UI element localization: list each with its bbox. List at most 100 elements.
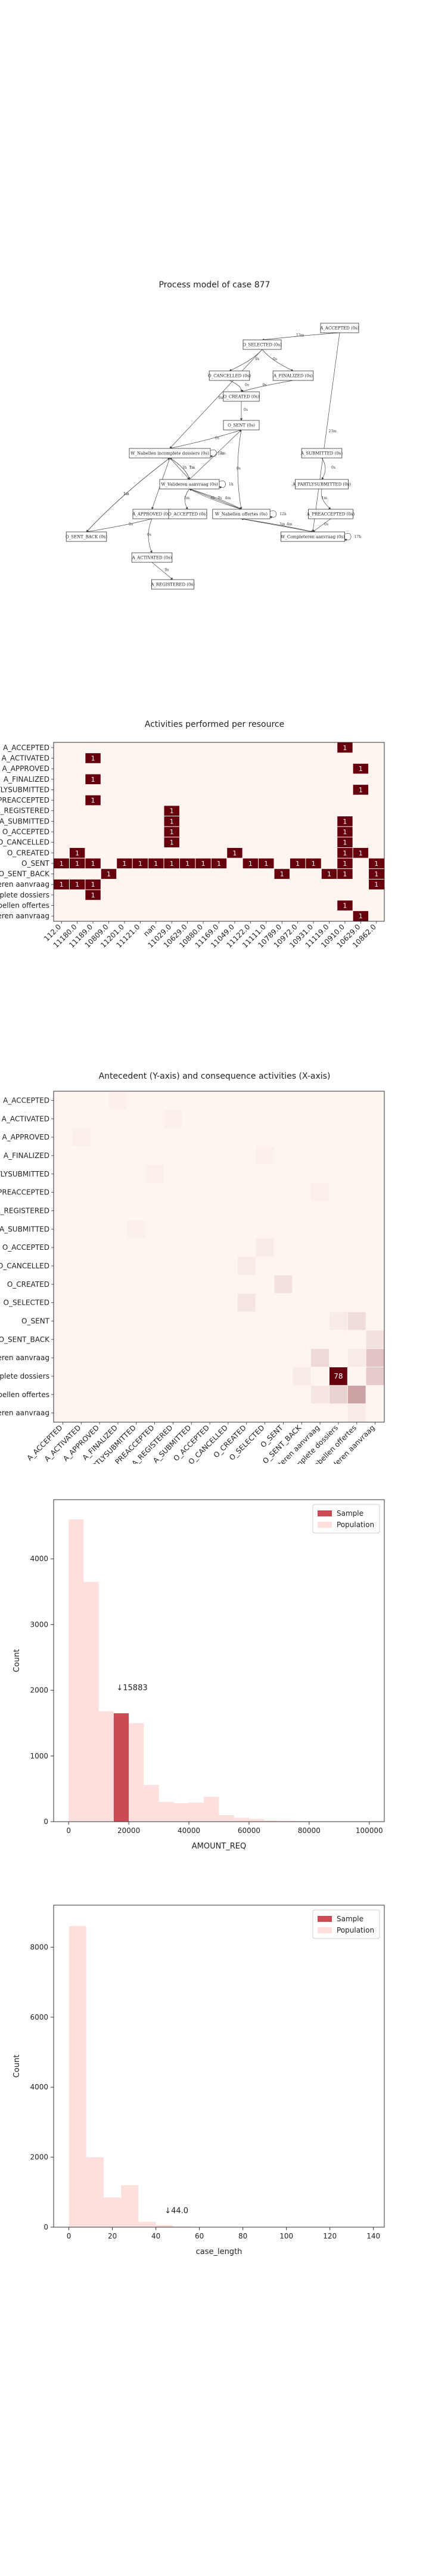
heatmap-cell <box>337 837 353 847</box>
heatmap-cell-value: 1 <box>75 860 79 868</box>
process-node-label: A_FINALIZED (0s) <box>273 374 313 379</box>
process-edge-label: 9m <box>219 396 225 400</box>
process-edge-label: 13m <box>296 333 304 338</box>
y-tick-label: 0 <box>43 2223 48 2231</box>
sample-annotation: ↓15883 <box>116 1684 147 1693</box>
heatmap-cell-value: 1 <box>91 754 95 762</box>
heatmap-cell <box>69 858 85 869</box>
process-node-a_accepted: A_ACCEPTED (0s) <box>319 323 359 333</box>
case-length-histogram: 0 20 40 60 80 100 120 140 0 2000 4000 6000 8000 case_… <box>13 1905 385 2256</box>
heatmap-cell <box>369 879 384 890</box>
legend-label: Population <box>337 1521 374 1529</box>
histogram-bar-population <box>103 2197 122 2227</box>
process-edge: 12h <box>269 510 287 519</box>
process-node-label: O_CREATED (0s) <box>223 395 260 400</box>
process-node-o_created: O_CREATED (0s) <box>223 391 260 402</box>
heatmap-row-label: O_CANCELLED <box>0 838 49 847</box>
x-tick-label: 60000 <box>238 1826 260 1835</box>
x-tick-label: 0 <box>66 1826 71 1835</box>
process-edge-label: 0s <box>263 383 267 388</box>
heatmap-background <box>54 1091 384 1422</box>
y-tick-label: 2000 <box>30 1686 48 1695</box>
process-edge-label: 23m <box>329 429 337 434</box>
process-edge: 0s <box>86 518 153 533</box>
heatmap-row-label: A_PARTLYSUBMITTED <box>0 1170 49 1178</box>
y-tick-label: 4000 <box>30 1555 48 1563</box>
x-tick-label: 40000 <box>178 1826 200 1835</box>
heatmap-cell <box>179 858 195 869</box>
heatmap-cell <box>274 1275 293 1293</box>
heatmap-cell <box>369 858 384 869</box>
heatmap-cell <box>369 869 384 879</box>
heatmap-row-label: O_SENT_BACK <box>0 1335 50 1343</box>
heatmap-cell <box>127 1220 145 1239</box>
histogram-bar-population <box>144 1785 159 1822</box>
process-node-label: O_ACCEPTED (0s) <box>168 512 207 517</box>
heatmap-cell-value: 1 <box>296 860 300 868</box>
heatmap-cell-value: 1 <box>91 881 95 888</box>
heatmap-cell <box>117 858 132 869</box>
process-edge-label: 1m <box>184 496 190 500</box>
y-tick-label: 0 <box>43 1818 48 1826</box>
heatmap-cell-value: 78 <box>334 1372 343 1380</box>
sample-annotation: ↓44.0 <box>164 2207 188 2216</box>
heatmap-row-label: A_APPROVED <box>2 1133 50 1141</box>
heatmap-row-label: A_FINALIZED <box>4 775 49 784</box>
y-axis-label: Count <box>13 2055 21 2078</box>
process-edge: 17h <box>344 533 361 541</box>
process-edge-label: 1m <box>123 492 129 496</box>
heatmap-cell <box>164 826 179 837</box>
heatmap-cell <box>347 1385 366 1404</box>
heatmap-cell <box>366 1349 384 1367</box>
process-node-a_activated: A_ACTIVATED (0s) <box>132 552 173 563</box>
heatmap-cell <box>337 826 353 837</box>
heatmap-cell <box>85 753 101 763</box>
heatmap-cell-value: 1 <box>343 849 347 857</box>
heatmap-row-label: A_PREACCEPTED <box>0 796 49 804</box>
heatmap-cell <box>227 847 243 858</box>
heatmap-cell <box>311 1183 329 1202</box>
histogram-bar-population <box>129 1723 144 1822</box>
process-edge: 0s <box>241 380 294 393</box>
heatmap-cell <box>347 1404 366 1422</box>
heatmap-frame <box>53 1091 385 1423</box>
heatmap-row-label: A_SUBMITTED <box>0 817 49 825</box>
heatmap-cell <box>132 858 148 869</box>
process-node-label: W_Nabellen offertes (0s) <box>215 512 268 517</box>
heatmap-cell <box>311 1385 329 1404</box>
legend-swatch <box>318 1927 332 1933</box>
process-edge: 1m <box>321 488 331 510</box>
process-edge: 4m <box>241 518 313 532</box>
heatmap-row-label: W_Nabellen offertes <box>0 902 49 910</box>
process-edge: 1h <box>219 481 234 489</box>
histogram-bar-sample <box>113 1713 129 1822</box>
heatmap-row-label: W_Nabellen offertes <box>0 1391 49 1399</box>
histogram-bar-population <box>189 1803 204 1822</box>
heatmap-cell <box>321 869 337 879</box>
process-node-o_accepted: O_ACCEPTED (0s) <box>168 509 207 519</box>
histogram-bar-population <box>138 2222 156 2227</box>
y-tick-label: 2000 <box>30 2153 48 2162</box>
x-axis-label: AMOUNT_REQ <box>192 1842 247 1851</box>
resource-heatmap: 1 1 1 1 1 1 1 1 1 1 1 1 1 1 1 1 1 1 1 1 1 1 1 1 1 1 1 1 1 1 1 1 1 1 1 1 1 1 1 1… <box>0 742 385 949</box>
process-node-a_submitted: A_SUBMITTED (0s) <box>300 448 343 459</box>
process-edge-label: 4m <box>225 496 231 500</box>
process-edge: 7m <box>210 450 226 458</box>
process-edge: 1m <box>184 488 190 510</box>
antecedent-heatmap-title: Antecedent (Y-axis) and consequence acti… <box>98 1072 331 1081</box>
histogram-bar-population <box>204 1797 219 1822</box>
heatmap-cell-value: 1 <box>343 871 347 878</box>
process-node-label: W_Valideren aanvraag (0s) <box>161 482 218 487</box>
heatmap-cell <box>164 1110 182 1128</box>
heatmap-row-label: A_ACTIVATED <box>2 754 49 762</box>
heatmap-cell <box>243 858 259 869</box>
heatmap-row-label: A_ACCEPTED <box>3 744 49 752</box>
histogram-bar-population <box>294 1820 309 1822</box>
heatmap-cell <box>54 879 69 890</box>
process-node-label: A_ACTIVATED (0s) <box>132 556 172 561</box>
process-edge: 1m <box>189 429 242 480</box>
heatmap-cell <box>337 816 353 826</box>
heatmap-cell <box>54 858 69 869</box>
plot-frame <box>53 1499 385 1822</box>
process-edge-label: 1m <box>322 496 328 500</box>
